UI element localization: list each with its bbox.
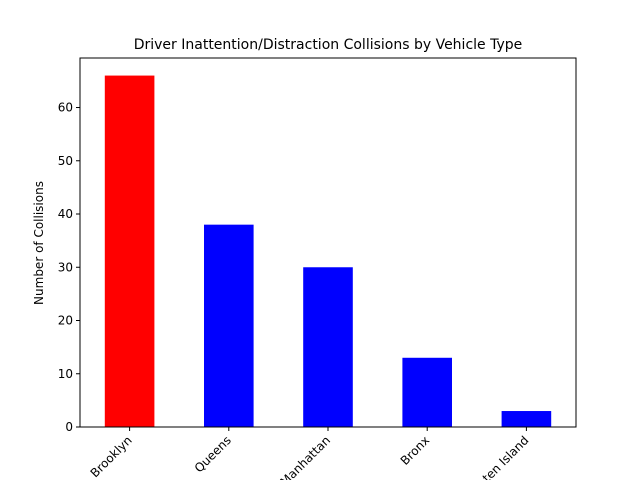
y-tick-label: 60 (58, 101, 73, 115)
y-tick-label: 20 (58, 314, 73, 328)
y-axis-ticks: 0 10 20 30 40 50 60 (58, 101, 80, 434)
bars-group (104, 75, 552, 427)
y-tick-label: 40 (58, 207, 73, 221)
bar-staten-island (501, 411, 552, 427)
y-tick-label: 50 (58, 154, 73, 168)
bar-bronx (402, 357, 452, 427)
y-axis-label: Number of Collisions (32, 181, 46, 305)
bar-queens (204, 224, 254, 427)
plot-area-frame (79, 57, 577, 428)
bar-brooklyn (104, 75, 155, 427)
y-tick-label: 30 (58, 260, 73, 274)
bar-manhattan (303, 267, 353, 427)
y-tick-label: 10 (58, 367, 73, 381)
y-tick-label: 0 (65, 420, 73, 434)
chart-title: Driver Inattention/Distraction Collision… (134, 37, 523, 53)
